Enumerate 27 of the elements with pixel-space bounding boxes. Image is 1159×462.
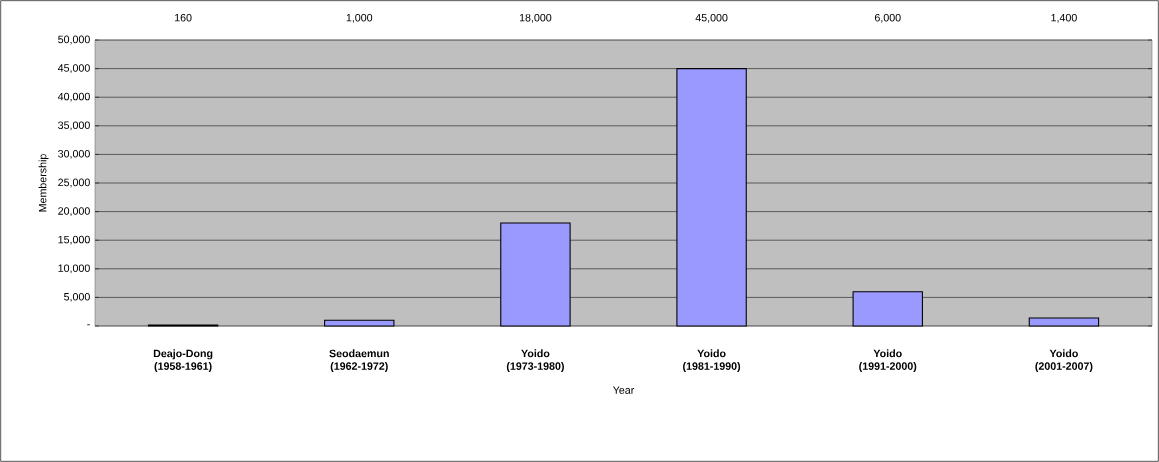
x-tick-label: Yoido (1973-1980)	[506, 349, 564, 372]
x-tick-label: Yoido (1991-2000)	[859, 349, 917, 372]
y-tick-label: 20,000	[58, 207, 90, 217]
x-tick-label: Seodaemun (1962-1972)	[329, 349, 389, 372]
y-tick-label: 35,000	[58, 121, 90, 131]
y-tick-label: 30,000	[58, 150, 90, 159]
data-label: 18,000	[519, 13, 552, 23]
x-axis-title: Year	[612, 386, 635, 394]
y-tick-label: 15,000	[58, 235, 90, 245]
data-label: 1,000	[346, 13, 373, 23]
x-tick-label: Yoido (2001-2007)	[1035, 349, 1093, 372]
y-tick-label: 45,000	[57, 64, 90, 74]
bar	[1028, 317, 1100, 327]
y-tick-label: 5,000	[64, 293, 90, 302]
y-tick-label: 25,000	[58, 178, 90, 188]
y-axis-title: Membership	[38, 154, 49, 212]
y-tick-label: 40,000	[57, 92, 90, 102]
data-label: 6,000	[874, 13, 901, 23]
data-label: 45,000	[695, 13, 728, 23]
x-tick-label: Deajo-Dong (1958-1961)	[153, 349, 213, 372]
x-tick-label: Yoido (1981-1990)	[683, 349, 741, 372]
y-tick-label: 10,000	[58, 264, 90, 274]
y-tick-label: 50,000	[58, 35, 90, 45]
data-label: 160	[175, 13, 192, 22]
bar	[324, 319, 395, 327]
y-tick-label: -	[87, 324, 90, 326]
data-label: 1,400	[1051, 13, 1077, 23]
